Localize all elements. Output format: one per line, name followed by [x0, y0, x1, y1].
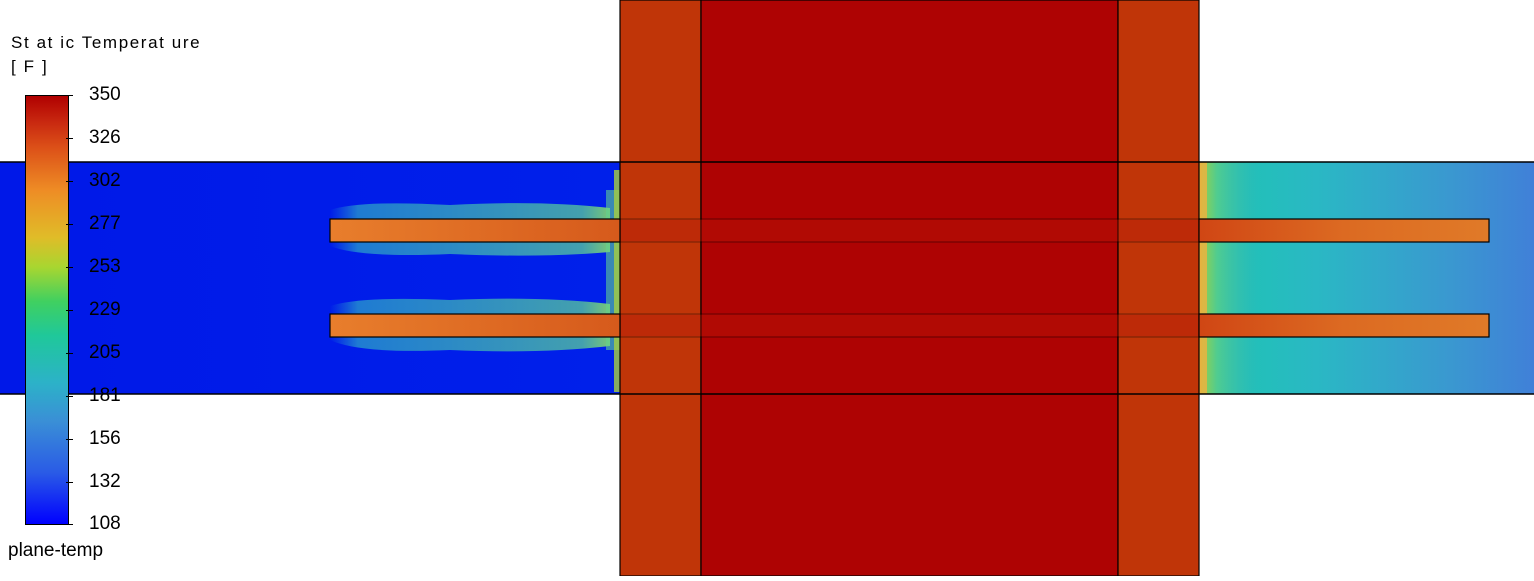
outlet-wall-layer	[1199, 162, 1259, 394]
legend-tick-label: 302	[89, 170, 121, 191]
fin-lower-left	[329, 313, 621, 338]
legend-tick	[66, 396, 73, 397]
legend-title: St at ic Temperat ure	[11, 33, 202, 52]
legend-tick	[66, 310, 73, 311]
legend-tick-label: 350	[89, 84, 121, 105]
legend-tick	[66, 138, 73, 139]
color-legend-bar	[25, 95, 69, 525]
fin-upper-left	[329, 218, 621, 243]
fin-lower-inner	[619, 313, 1200, 338]
legend-tick-label: 156	[89, 428, 121, 449]
legend-tick-label: 229	[89, 299, 121, 320]
plane-name-label: plane-temp	[8, 540, 104, 561]
heater-side-left	[619, 0, 702, 577]
legend-tick	[66, 267, 73, 268]
legend-tick-label: 181	[89, 385, 121, 406]
fin-upper-inner	[619, 218, 1200, 243]
fin-upper-right	[1198, 218, 1490, 243]
legend-tick	[66, 439, 73, 440]
legend-tick-label: 108	[89, 513, 121, 534]
legend-units: [ F ]	[11, 57, 49, 76]
legend-tick-label: 205	[89, 342, 121, 363]
heater-core	[700, 0, 1119, 577]
legend-tick	[66, 95, 73, 96]
legend-tick-label: 132	[89, 471, 121, 492]
legend-tick-label: 277	[89, 213, 121, 234]
legend-tick	[66, 482, 73, 483]
legend-tick-label: 326	[89, 127, 121, 148]
fin-lower-right	[1198, 313, 1490, 338]
legend-tick	[66, 224, 73, 225]
legend-tick	[66, 353, 73, 354]
legend-tick-label: 253	[89, 256, 121, 277]
legend-tick	[66, 524, 73, 525]
inlet-fluid-region	[0, 162, 620, 394]
legend-tick	[66, 181, 73, 182]
heater-side-right	[1117, 0, 1200, 577]
